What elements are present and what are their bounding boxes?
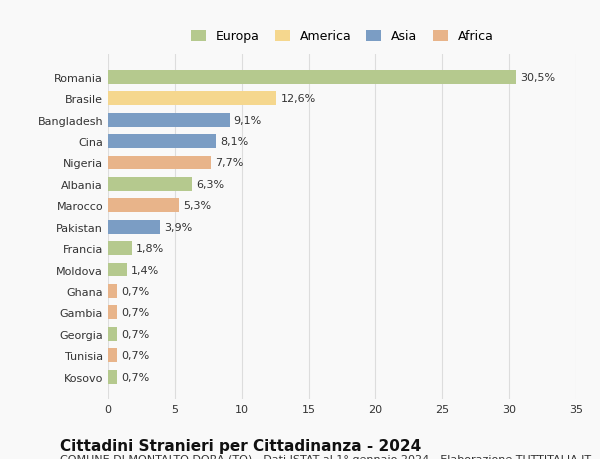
Bar: [108, 348, 118, 362]
Text: 0,7%: 0,7%: [121, 350, 149, 360]
Text: 1,4%: 1,4%: [131, 265, 159, 275]
Bar: [108, 178, 192, 191]
Bar: [108, 71, 516, 84]
Text: 0,7%: 0,7%: [121, 308, 149, 318]
Text: 5,3%: 5,3%: [183, 201, 211, 211]
Text: Cittadini Stranieri per Cittadinanza - 2024: Cittadini Stranieri per Cittadinanza - 2…: [60, 438, 421, 453]
Text: 1,8%: 1,8%: [136, 244, 164, 253]
Bar: [108, 370, 118, 384]
Text: 0,7%: 0,7%: [121, 372, 149, 382]
Bar: [108, 306, 118, 319]
Bar: [108, 241, 132, 256]
Text: 30,5%: 30,5%: [520, 73, 555, 83]
Legend: Europa, America, Asia, Africa: Europa, America, Asia, Africa: [191, 30, 493, 43]
Bar: [108, 220, 160, 234]
Text: 0,7%: 0,7%: [121, 329, 149, 339]
Bar: [108, 327, 118, 341]
Bar: [108, 156, 211, 170]
Bar: [108, 113, 230, 127]
Text: 3,9%: 3,9%: [164, 222, 193, 232]
Text: 7,7%: 7,7%: [215, 158, 244, 168]
Text: 0,7%: 0,7%: [121, 286, 149, 296]
Bar: [108, 284, 118, 298]
Bar: [108, 199, 179, 213]
Bar: [108, 135, 217, 149]
Text: 12,6%: 12,6%: [280, 94, 316, 104]
Text: 6,3%: 6,3%: [196, 179, 224, 190]
Text: 8,1%: 8,1%: [220, 137, 248, 147]
Text: COMUNE DI MONTALTO DORA (TO) - Dati ISTAT al 1° gennaio 2024 - Elaborazione TUTT: COMUNE DI MONTALTO DORA (TO) - Dati ISTA…: [60, 454, 591, 459]
Bar: [108, 92, 277, 106]
Text: 9,1%: 9,1%: [233, 115, 262, 125]
Bar: [108, 263, 127, 277]
